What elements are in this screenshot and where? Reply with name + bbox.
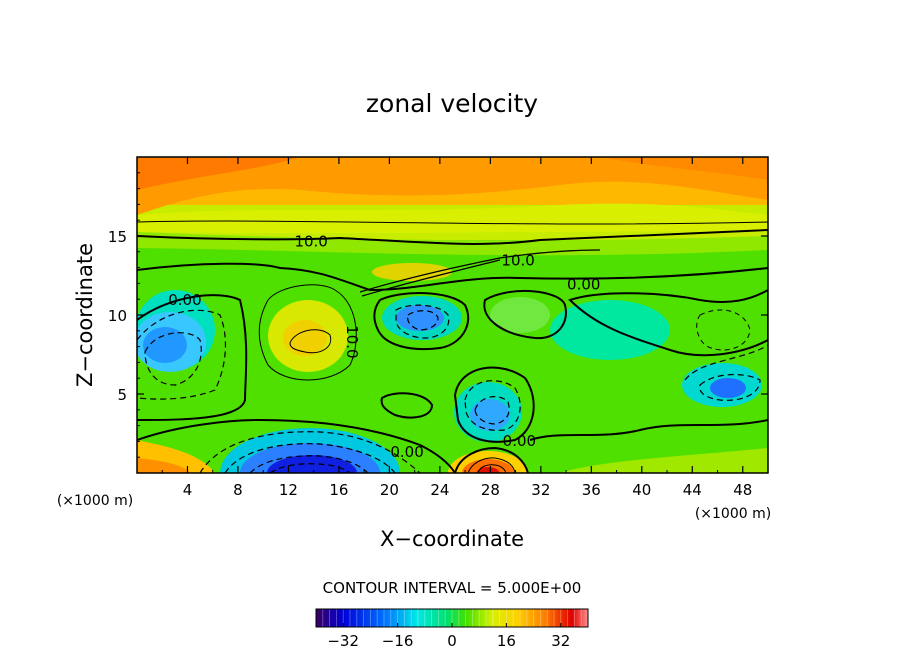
x-tick-label: 12 bbox=[279, 481, 298, 499]
contour-label: 10.0 bbox=[294, 233, 327, 251]
x-tick-label: 8 bbox=[233, 481, 243, 499]
colorbar-ticks: −32 −16 0 16 32 bbox=[327, 623, 570, 650]
contour-labels: 10.0 10.0 0.00 0.00 10.0 0.00 0.00 bbox=[168, 233, 600, 461]
y-axis: 5 10 15 bbox=[108, 172, 768, 458]
x-axis-label: X−coordinate bbox=[380, 527, 524, 551]
contour-label: 0.00 bbox=[567, 275, 600, 293]
x-axis: 4 8 12 16 20 24 28 32 36 40 44 48 bbox=[161, 157, 752, 499]
colorbar-gradient bbox=[316, 609, 588, 627]
colorbar-tick-label: 16 bbox=[497, 632, 516, 650]
x-tick-label: 48 bbox=[733, 481, 752, 499]
colorbar-stripes bbox=[322, 609, 582, 627]
velocity-field bbox=[137, 157, 768, 473]
y-axis-label: Z−coordinate bbox=[73, 243, 97, 387]
contour-label: 0.00 bbox=[168, 291, 201, 309]
colorbar-tick-label: −16 bbox=[382, 632, 414, 650]
colorbar: −32 −16 0 16 32 bbox=[315, 608, 589, 650]
contour-label: 10.0 bbox=[343, 325, 361, 358]
colorbar-tick-label: 0 bbox=[447, 632, 457, 650]
y-tick-label: 5 bbox=[117, 386, 127, 404]
x-tick-label: 44 bbox=[683, 481, 702, 499]
contour-interval-label: CONTOUR INTERVAL = 5.000E+00 bbox=[323, 579, 582, 597]
x-tick-label: 16 bbox=[329, 481, 348, 499]
contour-label: 0.00 bbox=[390, 443, 423, 461]
x-tick-label: 24 bbox=[430, 481, 449, 499]
x-tick-label: 36 bbox=[582, 481, 601, 499]
contour-label: 0.00 bbox=[503, 432, 536, 450]
x-unit-right: (×1000 m) bbox=[695, 506, 771, 522]
y-tick-label: 10 bbox=[108, 307, 127, 325]
x-tick-label: 40 bbox=[632, 481, 651, 499]
contour-label: 10.0 bbox=[501, 252, 534, 270]
x-tick-label: 20 bbox=[380, 481, 399, 499]
colorbar-tick-label: 32 bbox=[551, 632, 570, 650]
x-unit-left: (×1000 m) bbox=[57, 493, 133, 509]
x-tick-label: 32 bbox=[531, 481, 550, 499]
chart-title: zonal velocity bbox=[366, 89, 538, 118]
y-tick-label: 15 bbox=[108, 228, 127, 246]
x-tick-label: 4 bbox=[183, 481, 193, 499]
x-tick-label: 28 bbox=[481, 481, 500, 499]
colorbar-tick-label: −32 bbox=[327, 632, 359, 650]
